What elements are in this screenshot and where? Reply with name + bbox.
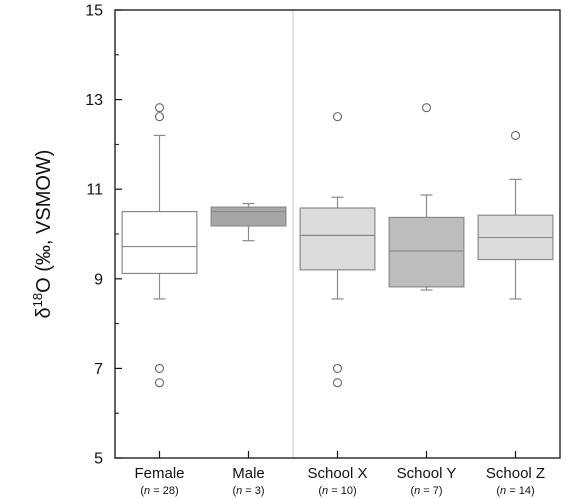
x-category-n-label: (n = 7) <box>410 485 442 497</box>
outlier-point <box>154 103 165 113</box>
outlier-point <box>510 130 521 140</box>
box-iqr <box>299 207 376 271</box>
box-group-school-x <box>299 112 376 388</box>
outlier-point <box>332 378 343 388</box>
outlier-point <box>154 363 165 373</box>
box-group-school-z <box>477 130 554 300</box>
x-category-label: School Y <box>397 465 457 482</box>
x-category-label: Female <box>134 465 184 482</box>
x-category-n-label: (n = 10) <box>318 485 356 497</box>
x-category-label: School Z <box>486 465 545 482</box>
box-group-school-y <box>388 103 465 291</box>
box-iqr <box>388 216 465 288</box>
x-category-label: School X <box>307 465 367 482</box>
x-axis: Female (n = 28) Male (n = 3) School X (n = 10… <box>134 451 545 497</box>
x-category-n-label: (n = 3) <box>232 485 264 497</box>
y-tick-label: 7 <box>94 361 103 378</box>
y-axis-title-rest: O (‰, VSMOW) <box>33 150 55 293</box>
y-tick-label: 9 <box>94 271 103 288</box>
y-tick-label: 13 <box>85 92 103 109</box>
box-iqr <box>210 206 287 227</box>
box-group-female <box>121 103 198 388</box>
box-iqr <box>121 211 198 275</box>
y-tick-label: 5 <box>94 451 103 468</box>
y-axis-title-delta: δ <box>33 307 55 318</box>
plot-area <box>121 10 554 458</box>
y-axis-title-superscript: 18 <box>30 293 45 307</box>
outlier-point <box>421 103 432 113</box>
y-tick-label: 15 <box>85 3 103 20</box>
y-tick-label: 11 <box>86 182 103 199</box>
outlier-point <box>332 363 343 373</box>
x-category-label: Male <box>232 465 265 482</box>
x-category-n-label: (n = 28) <box>140 485 178 497</box>
y-axis: 5 7 9 11 13 15 <box>85 3 122 468</box>
x-category-n-label: (n = 14) <box>496 485 534 497</box>
outlier-point <box>154 112 165 122</box>
box-group-male <box>210 202 287 242</box>
y-axis-title: δ18O (‰, VSMOW) <box>30 150 55 319</box>
outlier-point <box>154 378 165 388</box>
outlier-point <box>332 112 343 122</box>
